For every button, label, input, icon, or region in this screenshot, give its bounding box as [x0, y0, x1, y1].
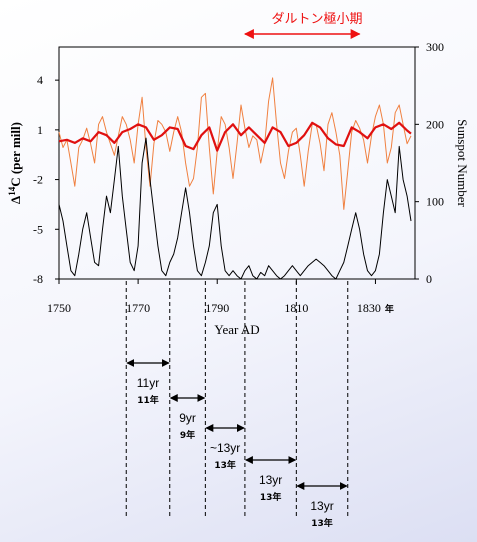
- y-right-tick-label: 100: [426, 195, 444, 209]
- y-left-tick-label: -5: [33, 222, 43, 236]
- cycle-length-label: 13yr: [259, 473, 282, 487]
- delta14c-line: [58, 137, 412, 280]
- dalton-minimum-label: ダルトン極小期: [271, 11, 362, 27]
- sunspot-annual-line: [58, 77, 412, 210]
- cycle-length-label-ja: 9年: [180, 429, 195, 441]
- x-tick-label: 1790: [205, 301, 229, 315]
- y-left-tick-label: 1: [37, 123, 43, 137]
- x-tick-label: 1770: [126, 301, 150, 315]
- y-left-tick-label: -8: [33, 272, 43, 286]
- y-right-tick-label: 300: [426, 40, 444, 54]
- y-right-tick-label: 0: [426, 272, 432, 286]
- cycle-length-label-ja: 13年: [260, 491, 282, 503]
- cycle-annotations: 11yr 11年 9yr 9年 ~13yr 13年 13yr 13年 13yr 13年: [125, 281, 349, 529]
- y-left-tick-label: 4: [37, 73, 43, 87]
- cycle-length-label-ja: 13年: [214, 459, 236, 471]
- cycle-length-label: 11yr: [137, 376, 159, 390]
- x-tick-label: 1810: [284, 301, 308, 315]
- cycle-length-label: 9yr: [179, 411, 196, 425]
- sunspot-smoothed-line: [58, 121, 412, 152]
- plot-frame: [58, 46, 416, 280]
- cycle-length-label: ~13yr: [210, 441, 240, 455]
- x-tick-label: 1830 年: [357, 301, 394, 315]
- series-layer: [58, 77, 412, 280]
- y-right-tick-label: 200: [426, 117, 444, 131]
- cycle-length-label-ja: 13年: [311, 517, 333, 529]
- tick-layer: 1750 1770 1790 1810 1830 年 4 1 -2 -5 -8 300 200 100 0: [33, 40, 444, 315]
- y-axis-right-label: Sunspot Number: [455, 119, 470, 207]
- cycle-length-label-ja: 11年: [137, 394, 159, 406]
- cycle-length-label: 13yr: [310, 499, 333, 513]
- y-axis-left-label: Δ14C (per mill): [7, 122, 23, 204]
- x-tick-label: 1750: [47, 301, 71, 315]
- x-axis-label: Year AD: [214, 322, 259, 337]
- y-left-tick-label: -2: [33, 173, 43, 187]
